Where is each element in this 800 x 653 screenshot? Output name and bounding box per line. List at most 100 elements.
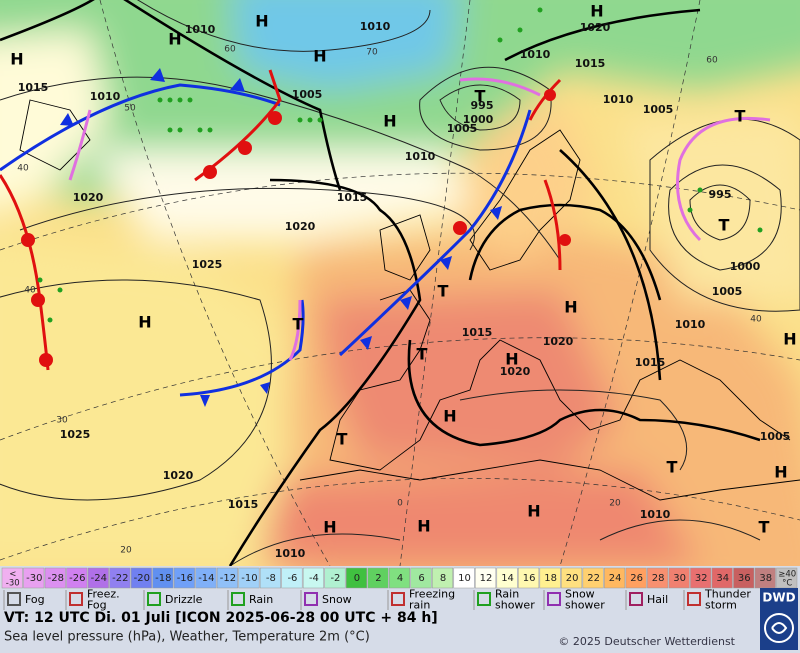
graticule-label: 40 xyxy=(17,164,29,174)
legend-label: Rain shower xyxy=(495,588,535,612)
scale-label: 2 xyxy=(375,573,381,584)
scale-cell xyxy=(281,567,303,589)
pressure-label: 1005 xyxy=(447,122,478,135)
pressure-label: 1010 xyxy=(640,508,671,521)
scale-label: -4 xyxy=(309,573,319,584)
scale-label: 28 xyxy=(652,573,665,584)
scale-label: 8 xyxy=(440,573,446,584)
scale-label: 24 xyxy=(609,573,622,584)
scale-label: 32 xyxy=(695,573,708,584)
pressure-label: 1005 xyxy=(760,430,791,443)
pressure-label: 995 xyxy=(471,99,494,112)
pressure-label: 1015 xyxy=(228,498,259,511)
scale-label: -2 xyxy=(330,573,340,584)
scale-label: -12 xyxy=(220,573,236,584)
scale-cell xyxy=(582,567,604,589)
pressure-label: 1015 xyxy=(462,326,493,339)
legend-swatch xyxy=(69,592,83,606)
copyright: © 2025 Deutscher Wetterdienst xyxy=(558,635,735,648)
scale-cell xyxy=(518,567,540,589)
pressure-system: T xyxy=(438,282,449,301)
pressure-label: 1010 xyxy=(90,90,121,103)
scale-label: 36 xyxy=(738,573,751,584)
scale-label: 34 xyxy=(716,573,729,584)
scale-label: -26 xyxy=(69,573,85,584)
scale-label: ≥40 °C xyxy=(778,569,796,588)
pressure-label: 1005 xyxy=(643,103,674,116)
legend-swatch xyxy=(687,592,701,606)
legend-swatch xyxy=(7,592,21,606)
pressure-label: 1015 xyxy=(575,57,606,70)
scale-label: 16 xyxy=(523,573,536,584)
scale-cell xyxy=(690,567,712,589)
pressure-system: T xyxy=(759,518,770,537)
pressure-label: 1025 xyxy=(192,258,223,271)
temperature-field xyxy=(0,0,800,566)
pressure-system: H xyxy=(255,12,268,31)
legend-label: Drizzle xyxy=(165,593,203,606)
scale-cell xyxy=(130,567,152,589)
pressure-label: 1020 xyxy=(543,335,574,348)
pressure-system: T xyxy=(667,458,678,477)
scale-cell xyxy=(647,567,669,589)
coastlines xyxy=(19,99,800,501)
pressure-system: H xyxy=(443,407,456,426)
scale-cell xyxy=(44,567,66,589)
pressure-system: H xyxy=(505,350,518,369)
pressure-system: H xyxy=(10,50,23,69)
pressure-label: 1015 xyxy=(337,191,368,204)
pressure-system: T xyxy=(417,345,428,364)
legend: < -30 -30 -28 -26 -24 -22 -20 -18 -16 -14 -12 -10 -8-… xyxy=(0,566,800,653)
pressure-system: T xyxy=(475,87,486,106)
pressure-system: T xyxy=(735,107,746,126)
pressure-label: 1000 xyxy=(463,113,494,126)
scale-cell xyxy=(66,567,88,589)
pressure-label: 1010 xyxy=(520,48,551,61)
temperature-scale: < -30 -30 -28 -26 -24 -22 -20 -18 -16 -14 -12 -10 -8-… xyxy=(1,567,798,589)
scale-cell xyxy=(453,567,475,589)
legend-swatch xyxy=(547,592,561,606)
logo-emblem xyxy=(771,622,788,634)
isobars xyxy=(0,0,800,566)
pressure-label: 1005 xyxy=(712,285,743,298)
graticule-label: 60 xyxy=(224,45,236,55)
scale-label: -14 xyxy=(198,573,214,584)
scale-cell xyxy=(195,567,217,589)
pressure-system: H xyxy=(590,2,603,21)
fronts xyxy=(0,68,771,407)
pressure-system: H xyxy=(323,518,336,537)
scale-cell xyxy=(259,567,281,589)
scale-cell xyxy=(302,567,324,589)
pressure-label: 1010 xyxy=(405,150,436,163)
pressure-label: 1025 xyxy=(60,428,91,441)
graticule-label: 40 xyxy=(750,315,762,325)
legend-swatch xyxy=(477,592,491,606)
graticule-label: 20 xyxy=(120,546,132,556)
legend-label: Thunder storm xyxy=(704,588,751,612)
pressure-system: H xyxy=(313,47,326,66)
scale-cell xyxy=(173,567,195,589)
pressure-system: T xyxy=(337,430,348,449)
pressure-label: 1010 xyxy=(275,547,306,560)
pressure-label: 1010 xyxy=(185,23,216,36)
legend-label: Snow xyxy=(322,593,352,606)
scale-label: 30 xyxy=(673,573,686,584)
pressure-label: 1020 xyxy=(163,469,194,482)
scale-label: 6 xyxy=(418,573,424,584)
scale-cell xyxy=(216,567,238,589)
legend-label: Snow shower xyxy=(565,588,605,612)
pressure-system: H xyxy=(774,463,787,482)
legend-label: Hail xyxy=(647,593,668,606)
scale-cell xyxy=(561,567,583,589)
pressure-label: 1020 xyxy=(285,220,316,233)
scale-cell xyxy=(23,567,45,589)
legend-swatch xyxy=(391,592,405,606)
scale-label: -6 xyxy=(287,573,297,584)
legend-label: Freezing rain xyxy=(409,588,455,612)
graticule-label: 30 xyxy=(56,416,68,426)
scale-cell xyxy=(345,567,367,589)
legend-label: Fog xyxy=(25,593,45,606)
